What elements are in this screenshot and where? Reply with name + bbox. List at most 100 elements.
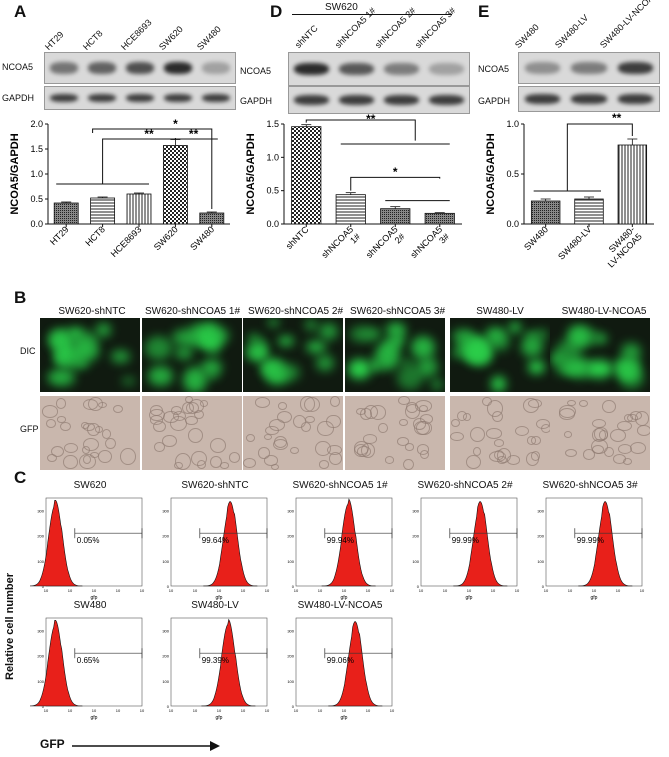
x-tick-label: 10: [443, 588, 448, 593]
panel-label-e: E: [478, 2, 490, 21]
gfp-cell: [315, 355, 335, 372]
cell-outline: [416, 444, 430, 455]
y-tick-label: 0: [42, 704, 45, 709]
blot-band: [125, 93, 155, 103]
cell-outline: [51, 445, 65, 458]
cell-outline: [634, 411, 650, 426]
y-tick-label: 1.0: [506, 119, 519, 129]
gfp-cell: [111, 350, 131, 363]
cell-outline: [579, 400, 589, 407]
cell-outline: [228, 452, 241, 464]
cell-outline: [82, 438, 99, 452]
gfp-cell: [261, 360, 281, 377]
cell-outline: [63, 455, 78, 469]
flow-plot-title: SW620: [73, 480, 107, 491]
x-tick-label: 10: [241, 708, 246, 713]
cell-outline: [47, 453, 58, 463]
cell-outline: [45, 419, 57, 429]
svg-text:SW620: SW620: [152, 224, 180, 252]
lane-label: SW480: [194, 24, 223, 52]
x-tick-label: 10: [515, 588, 520, 593]
x-tick-label: 10: [390, 588, 395, 593]
cell-outline: [563, 431, 572, 439]
y-tick-label: 1.0: [30, 169, 43, 179]
x-axis-label: GFP: [40, 737, 65, 751]
svg-text:shNCOA5: shNCOA5: [319, 224, 355, 260]
gfp-cell: [525, 331, 540, 341]
cell-outline: [496, 447, 512, 464]
y-tick-label: 200: [162, 534, 169, 539]
cell-outline: [304, 415, 316, 424]
gate-percentage: 99.39%: [202, 656, 229, 665]
y-tick-label: 0.0: [30, 219, 43, 229]
gate-percentage: 99.99%: [452, 536, 479, 545]
gfp-cell: [245, 343, 269, 361]
gfp-cell: [411, 335, 436, 359]
bar: [126, 193, 152, 225]
cell-outline: [292, 414, 306, 428]
x-tick-label: HCE8693: [109, 224, 144, 259]
panel-a-bar-chart: NCOA5/GAPDH 0.0 0.5 1.0 1.5 2.0 HT29 HCT8 HCE869…: [9, 117, 230, 259]
cell-outline: [101, 429, 111, 439]
flow-plot-title: SW620-shNTC: [181, 480, 249, 491]
sig-label: **: [366, 112, 376, 126]
cell-outline: [210, 455, 222, 468]
cell-outline: [609, 429, 627, 443]
x-tick-label: 10: [169, 708, 174, 713]
gfp-cell: [369, 359, 381, 371]
cell-outline: [163, 410, 180, 424]
cell-outline: [485, 428, 503, 439]
y-axis-title: NCOA5/GAPDH: [485, 133, 497, 214]
cell-outline: [42, 405, 59, 418]
lane-label: SW620: [156, 24, 185, 52]
flow-histogram: 0 100 200 300 10 10 10 10 10 gfp 99.39%: [162, 617, 270, 721]
lane-label: SW480-LV-NCOA5: [597, 0, 659, 50]
x-tick-label: 10: [68, 588, 73, 593]
y-axis-title: NCOA5/GAPDH: [9, 133, 21, 214]
cell-outline: [276, 411, 292, 424]
blot-band: [339, 62, 374, 76]
cell-outline: [265, 425, 279, 436]
cell-outline: [315, 441, 331, 457]
blot-band: [125, 62, 155, 74]
bar: [424, 212, 455, 225]
phase-contrast-image: [345, 396, 445, 470]
cell-outline: [617, 421, 633, 431]
ncoa5-blot-strip: [518, 52, 660, 84]
gfp-cell: [571, 327, 599, 346]
gfp-cell: [46, 371, 63, 385]
fluorescence-image: [142, 318, 242, 392]
cell-outline: [630, 441, 647, 454]
cell-outline: [154, 442, 165, 452]
gfp-cell: [594, 334, 608, 344]
cell-outline: [191, 451, 207, 467]
cell-outline: [119, 447, 136, 465]
blot-band: [429, 94, 464, 106]
y-tick-label: 0: [542, 584, 545, 589]
y-tick-label: 0.0: [266, 219, 279, 229]
gfp-cell: [174, 346, 194, 360]
y-tick-label: 100: [37, 679, 44, 684]
x-tick-label: 10: [318, 588, 323, 593]
cell-outline: [185, 415, 198, 425]
blot-band: [294, 62, 329, 76]
svg-text:SW480: SW480: [522, 224, 550, 252]
y-axis-title: NCOA5/GAPDH: [245, 133, 257, 214]
x-tick-label: 10: [193, 708, 198, 713]
bar: [574, 198, 604, 225]
cell-outline: [565, 448, 578, 457]
x-tick-label: SW480: [188, 224, 216, 252]
y-tick-label: 300: [537, 509, 544, 514]
cell-outline: [473, 447, 482, 456]
gfp-cell: [72, 330, 98, 352]
x-tick-label: 10: [294, 708, 299, 713]
cell-outline: [491, 410, 503, 423]
flow-plot-title: SW480-LV-NCOA5: [297, 600, 383, 611]
flow-histogram: 0 100 200 300 10 10 10 10 10 gfp 99.99%: [412, 497, 520, 601]
panel-e-bar-chart: NCOA5/GAPDH 0.0 0.5 1.0 SW480 SW480-LV SW480-L…: [485, 112, 654, 269]
cell-outline: [405, 404, 421, 419]
bar: [530, 200, 561, 225]
gfp-cell: [417, 356, 438, 377]
blot-row-label: NCOA5: [2, 62, 34, 72]
